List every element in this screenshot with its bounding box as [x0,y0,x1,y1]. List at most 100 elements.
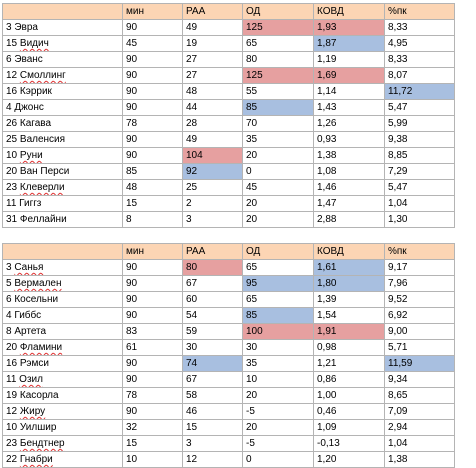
cell-raa: 25 [182,179,243,196]
cell-pk: 5,47 [384,99,455,116]
header-cell-pk: %пк [384,3,455,20]
cell-name: 16 Рэмси [2,355,123,372]
cell-pk: 4,95 [384,35,455,52]
cell-kovd: 1,00 [313,387,385,404]
cell-od: 35 [242,131,314,148]
cell-name: 23 Бендтнер [2,435,123,452]
table-row: 6 Эванс 90 27 80 1,19 8,33 [2,51,455,68]
cell-od: 70 [242,115,314,132]
table-row: 10 Уилшир 32 15 20 1,09 2,94 [2,419,455,436]
cell-kovd: 0,93 [313,131,385,148]
cell-od: 0 [242,163,314,180]
cell-name: 3 Эвра [2,19,123,36]
cell-kovd: 1,87 [313,35,385,52]
table-row: 15 Видич 45 19 65 1,87 4,95 [2,35,455,52]
table-row: 5 Вермален 90 67 95 1,80 7,96 [2,275,455,292]
cell-min: 90 [122,99,183,116]
cell-kovd: 1,93 [313,19,385,36]
header-cell-kovd: КОВД [313,243,385,260]
table-row: 4 Джонс 90 44 85 1,43 5,47 [2,99,455,116]
cell-raa: 60 [182,291,243,308]
cell-od: -5 [242,435,314,452]
cell-name: 10 Уилшир [2,419,123,436]
cell-kovd: 1,20 [313,451,385,468]
cell-pk: 8,07 [384,67,455,84]
cell-min: 85 [122,163,183,180]
cell-name: 19 Касорла [2,387,123,404]
cell-pk: 7,29 [384,163,455,180]
cell-pk: 8,85 [384,147,455,164]
cell-pk: 5,99 [384,115,455,132]
header-cell-raa: PAA [182,3,243,20]
cell-name: 25 Валенсия [2,131,123,148]
cell-name: 16 Кэррик [2,83,123,100]
cell-kovd: 1,21 [313,355,385,372]
cell-od: 65 [242,259,314,276]
cell-raa: 49 [182,131,243,148]
cell-name: 6 Косельни [2,291,123,308]
header-cell-min: мин [122,243,183,260]
header-cell-min: мин [122,3,183,20]
table-row: 31 Феллайни 8 3 20 2,88 1,30 [2,211,455,228]
cell-raa: 74 [182,355,243,372]
cell-pk: 1,30 [384,211,455,228]
cell-raa: 59 [182,323,243,340]
cell-od: 20 [242,387,314,404]
cell-raa: 58 [182,387,243,404]
cell-kovd: 1,46 [313,179,385,196]
header-row: мин PAA ОД КОВД %пк [2,3,455,20]
header-cell-od: ОД [242,243,314,260]
cell-name: 4 Гиббс [2,307,123,324]
table-row: 19 Касорла 78 58 20 1,00 8,65 [2,387,455,404]
cell-raa: 49 [182,19,243,36]
cell-min: 90 [122,83,183,100]
cell-kovd: 1,26 [313,115,385,132]
cell-kovd: 1,69 [313,67,385,84]
cell-min: 90 [122,51,183,68]
cell-pk: 8,65 [384,387,455,404]
cell-raa: 2 [182,195,243,212]
cell-raa: 3 [182,435,243,452]
cell-raa: 92 [182,163,243,180]
table-row: 16 Кэррик 90 48 55 1,14 11,72 [2,83,455,100]
stats-table-2: мин PAA ОД КОВД %пк 3 Санья 90 80 65 1,61 9,17 5 Ве… [2,243,455,468]
cell-raa: 104 [182,147,243,164]
cell-min: 90 [122,275,183,292]
cell-name: 10 Руни [2,147,123,164]
header-cell-name [2,243,123,260]
table-row: 4 Гиббс 90 54 85 1,54 6,92 [2,307,455,324]
cell-name: 11 Озил [2,371,123,388]
cell-name: 22 Гнабри [2,451,123,468]
cell-kovd: 1,80 [313,275,385,292]
cell-name: 23 Клеверли [2,179,123,196]
cell-min: 78 [122,115,183,132]
cell-min: 90 [122,403,183,420]
cell-raa: 80 [182,259,243,276]
cell-kovd: 1,91 [313,323,385,340]
cell-min: 90 [122,19,183,36]
cell-od: 20 [242,419,314,436]
cell-name: 15 Видич [2,35,123,52]
table-row: 20 Фламини 61 30 30 0,98 5,71 [2,339,455,356]
cell-min: 90 [122,67,183,84]
cell-kovd: 1,39 [313,291,385,308]
cell-name: 6 Эванс [2,51,123,68]
cell-kovd: 1,61 [313,259,385,276]
cell-pk: 9,38 [384,131,455,148]
table-row: 10 Руни 90 104 20 1,38 8,85 [2,147,455,164]
cell-od: 20 [242,147,314,164]
cell-raa: 27 [182,51,243,68]
cell-od: 85 [242,307,314,324]
cell-od: 95 [242,275,314,292]
cell-raa: 30 [182,339,243,356]
table-row: 20 Ван Перси 85 92 0 1,08 7,29 [2,163,455,180]
cell-kovd: 1,43 [313,99,385,116]
cell-pk: 8,33 [384,19,455,36]
cell-pk: 1,04 [384,435,455,452]
cell-raa: 19 [182,35,243,52]
cell-kovd: 1,08 [313,163,385,180]
cell-od: 125 [242,67,314,84]
cell-od: 55 [242,83,314,100]
cell-pk: 11,59 [384,355,455,372]
header-cell-kovd: КОВД [313,3,385,20]
